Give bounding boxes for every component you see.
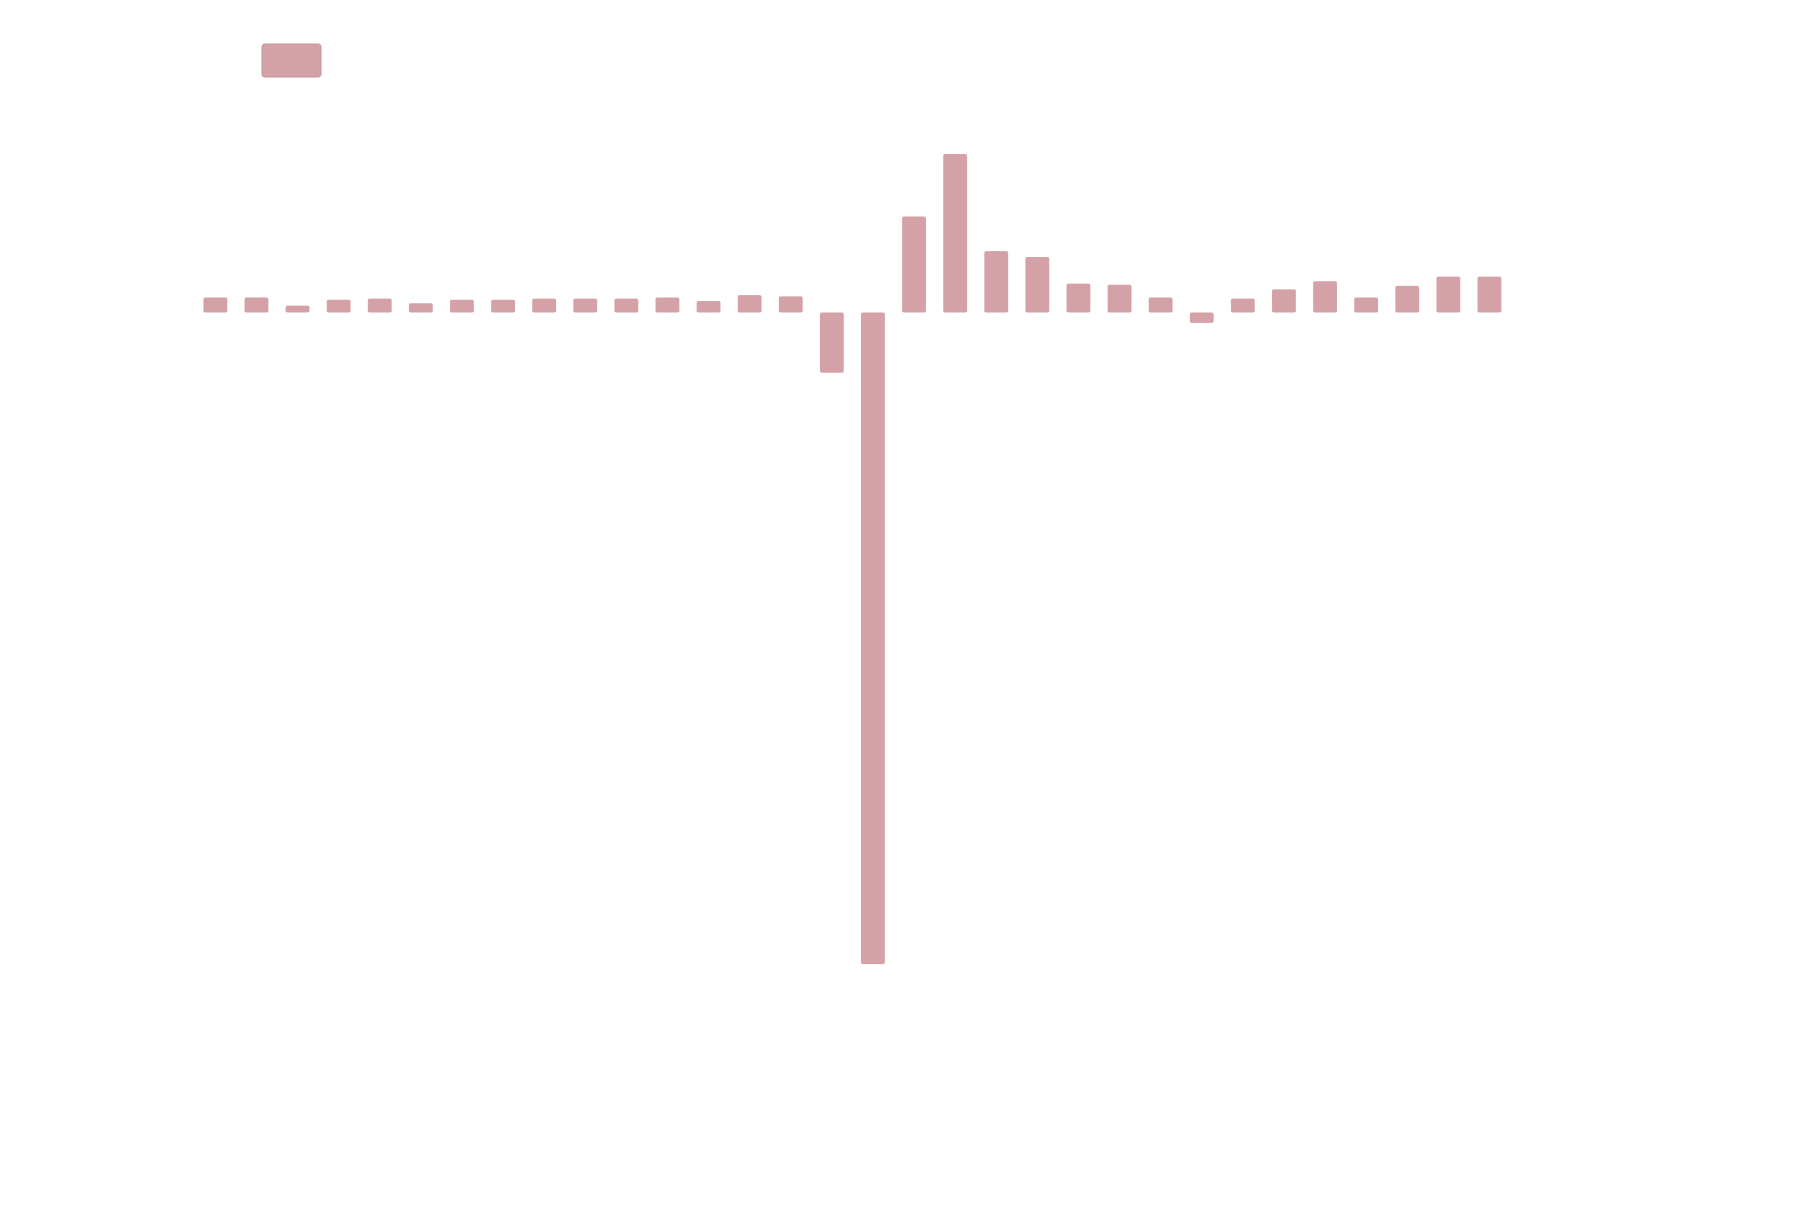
- bar: [778, 296, 803, 313]
- bar: [819, 312, 844, 373]
- bar: [902, 216, 926, 313]
- bar: [573, 298, 598, 313]
- bar: [1272, 289, 1296, 313]
- bar: [408, 303, 433, 313]
- bar: [1354, 297, 1379, 313]
- bar: [285, 305, 310, 313]
- bars: [203, 153, 1502, 965]
- bar: [1107, 284, 1132, 313]
- bar: [943, 153, 968, 313]
- bar: [737, 295, 762, 313]
- bar: [1395, 285, 1420, 313]
- bar: [532, 298, 557, 313]
- bar: [491, 299, 515, 313]
- bar: [696, 300, 721, 313]
- bar: [1313, 281, 1337, 313]
- bar: [984, 251, 1009, 313]
- bar: [1189, 312, 1214, 323]
- bar: [1066, 283, 1091, 313]
- bar: [1436, 276, 1461, 313]
- bar: [1025, 256, 1050, 313]
- bar: [203, 297, 228, 313]
- bar: [367, 298, 392, 313]
- bar: [614, 298, 639, 313]
- bar: [244, 297, 269, 313]
- bar: [861, 312, 885, 965]
- bar: [1477, 276, 1502, 313]
- bar: [1230, 298, 1255, 313]
- bar: [655, 297, 680, 313]
- bar: [1148, 297, 1173, 313]
- bar: [326, 299, 351, 313]
- legend-swatch: [261, 43, 322, 78]
- bar: [450, 299, 474, 313]
